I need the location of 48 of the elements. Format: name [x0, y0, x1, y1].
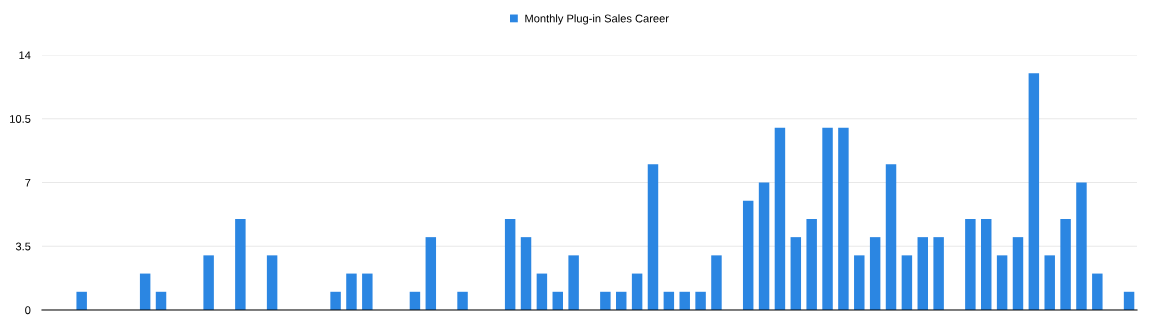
bar	[695, 291, 706, 310]
bar	[600, 291, 611, 310]
bar	[981, 218, 992, 310]
bar	[1044, 255, 1055, 310]
bar	[362, 273, 373, 310]
bar	[996, 255, 1008, 310]
bar	[346, 273, 357, 310]
bar	[266, 255, 278, 310]
bar	[139, 273, 151, 310]
y-tick-label: 14	[19, 51, 31, 60]
bar	[457, 291, 468, 310]
bar	[806, 218, 817, 310]
bar	[933, 237, 944, 310]
y-tick-label: 7	[25, 178, 31, 187]
bar	[203, 255, 214, 310]
bar	[742, 200, 754, 310]
bar	[520, 237, 532, 310]
bar	[568, 255, 579, 310]
bar	[758, 182, 770, 310]
bar	[869, 237, 881, 310]
bar	[425, 237, 437, 310]
bar	[1060, 218, 1071, 310]
bar	[536, 273, 548, 310]
bar	[679, 291, 690, 310]
y-tick-label: 3.5	[15, 242, 31, 251]
bar	[647, 164, 659, 310]
bar	[1092, 273, 1103, 310]
bar	[790, 237, 802, 310]
bar	[711, 255, 722, 310]
bar	[917, 237, 928, 310]
legend-label: Monthly Plug-in Sales Career	[525, 14, 669, 25]
bar	[774, 127, 786, 310]
bar	[1076, 182, 1087, 310]
bar	[76, 291, 87, 310]
bar	[330, 291, 341, 310]
bar	[1028, 73, 1040, 310]
y-tick-label: 10.5	[10, 115, 31, 123]
y-tick-label: 0	[25, 306, 31, 315]
bar	[901, 255, 913, 310]
bar	[838, 127, 849, 310]
bar	[235, 218, 246, 310]
bar	[822, 127, 833, 310]
bar	[504, 218, 516, 310]
bar	[885, 164, 897, 310]
bar	[965, 218, 976, 310]
bar	[1012, 237, 1024, 310]
bar	[854, 255, 865, 310]
bar	[631, 273, 643, 310]
